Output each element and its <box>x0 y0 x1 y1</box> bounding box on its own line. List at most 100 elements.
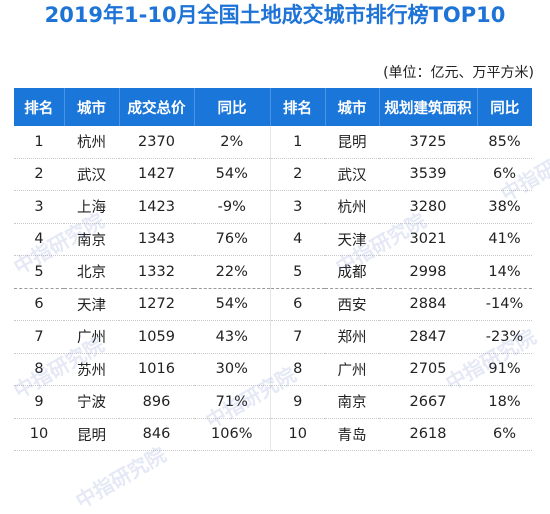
cell-city-area: 昆明 <box>325 126 379 159</box>
cell-city-area: 天津 <box>325 223 379 256</box>
header-rank-area: 排名 <box>269 88 325 126</box>
cell-rank: 7 <box>14 320 64 354</box>
cell-rank: 3 <box>14 190 64 224</box>
cell-city: 南京 <box>64 223 119 256</box>
cell-rank: 10 <box>14 418 64 451</box>
cell-yoy-area: 91% <box>477 353 532 386</box>
cell-yoy: 30% <box>194 353 271 386</box>
cell-yoy: -9% <box>194 190 271 224</box>
cell-rank-area: 2 <box>270 158 325 191</box>
cell-city: 苏州 <box>64 353 119 386</box>
cell-city-area: 西安 <box>325 288 379 321</box>
cell-yoy-area: 38% <box>477 190 532 224</box>
cell-planned-area: 2667 <box>379 385 477 419</box>
cell-rank: 8 <box>14 353 64 386</box>
unit-note: (单位：亿元、万平方米) <box>383 65 534 81</box>
ranking-table: 排名 城市 成交总价 同比 排名 城市 规划建筑面积 同比 1 杭州 2370 2% 1… <box>14 88 532 451</box>
cell-total-price: 1059 <box>119 320 194 354</box>
cell-total-price: 1332 <box>119 255 194 289</box>
cell-planned-area: 3725 <box>379 126 477 159</box>
cell-city-area: 杭州 <box>325 190 379 224</box>
cell-rank: 9 <box>14 385 64 419</box>
cell-city: 昆明 <box>64 418 119 451</box>
cell-yoy: 106% <box>194 418 271 451</box>
cell-city: 杭州 <box>64 126 119 159</box>
cell-yoy: 43% <box>194 320 271 354</box>
cell-yoy-area: 18% <box>477 385 532 419</box>
table-row: 1 杭州 2370 2% 1 昆明 3725 85% <box>14 126 532 159</box>
cell-rank: 5 <box>14 255 64 289</box>
cell-city-area: 武汉 <box>325 158 379 191</box>
cell-city-area: 南京 <box>325 385 379 419</box>
cell-rank-area: 6 <box>270 288 325 321</box>
table-row: 7 广州 1059 43% 7 郑州 2847 -23% <box>14 320 532 354</box>
cell-total-price: 846 <box>119 418 194 451</box>
table-row: 10 昆明 846 106% 10 青岛 2618 6% <box>14 418 532 451</box>
cell-rank: 6 <box>14 288 64 321</box>
cell-total-price: 1016 <box>119 353 194 386</box>
cell-yoy-area: 85% <box>477 126 532 159</box>
cell-city: 宁波 <box>64 385 119 419</box>
cell-rank-area: 10 <box>270 418 325 451</box>
header-city: 城市 <box>63 88 119 126</box>
cell-planned-area: 2847 <box>379 320 477 354</box>
cell-rank: 2 <box>14 158 64 191</box>
cell-planned-area: 2884 <box>379 288 477 321</box>
cell-yoy: 54% <box>194 158 271 191</box>
cell-city: 广州 <box>64 320 119 354</box>
cell-yoy-area: 6% <box>477 418 532 451</box>
cell-rank-area: 4 <box>270 223 325 256</box>
cell-city: 武汉 <box>64 158 119 191</box>
cell-yoy: 54% <box>194 288 271 321</box>
cell-planned-area: 2618 <box>379 418 477 451</box>
header-city-area: 城市 <box>324 88 379 126</box>
header-total-price: 成交总价 <box>118 88 194 126</box>
cell-rank-area: 8 <box>270 353 325 386</box>
cell-total-price: 1427 <box>119 158 194 191</box>
cell-city-area: 广州 <box>325 353 379 386</box>
cell-rank: 4 <box>14 223 64 256</box>
table-row: 6 天津 1272 54% 6 西安 2884 -14% <box>14 288 532 321</box>
cell-city: 上海 <box>64 190 119 224</box>
cell-planned-area: 3539 <box>379 158 477 191</box>
cell-rank-area: 3 <box>270 190 325 224</box>
table-row: 3 上海 1423 -9% 3 杭州 3280 38% <box>14 190 532 224</box>
page-title: 2019年1-10月全国土地成交城市排行榜TOP10 <box>44 3 506 27</box>
cell-total-price: 896 <box>119 385 194 419</box>
cell-rank-area: 9 <box>270 385 325 419</box>
cell-yoy: 76% <box>194 223 271 256</box>
cell-yoy: 2% <box>194 126 271 159</box>
table-row: 8 苏州 1016 30% 8 广州 2705 91% <box>14 353 532 386</box>
cell-yoy-area: -23% <box>477 320 532 354</box>
header-planned-area: 规划建筑面积 <box>378 88 477 126</box>
cell-planned-area: 2998 <box>379 255 477 289</box>
cell-yoy: 22% <box>194 255 271 289</box>
cell-rank: 1 <box>14 126 64 159</box>
cell-total-price: 2370 <box>119 126 194 159</box>
cell-city-area: 青岛 <box>325 418 379 451</box>
cell-rank-area: 7 <box>270 320 325 354</box>
cell-total-price: 1423 <box>119 190 194 224</box>
table-row: 2 武汉 1427 54% 2 武汉 3539 6% <box>14 158 532 191</box>
cell-yoy-area: 41% <box>477 223 532 256</box>
header-yoy: 同比 <box>193 88 270 126</box>
cell-rank-area: 5 <box>270 255 325 289</box>
cell-yoy-area: -14% <box>477 288 532 321</box>
table-row: 5 北京 1332 22% 5 成都 2998 14% <box>14 255 532 289</box>
cell-city-area: 郑州 <box>325 320 379 354</box>
cell-city: 天津 <box>64 288 119 321</box>
table-header-row: 排名 城市 成交总价 同比 排名 城市 规划建筑面积 同比 <box>14 88 532 126</box>
cell-city: 北京 <box>64 255 119 289</box>
cell-total-price: 1272 <box>119 288 194 321</box>
header-rank: 排名 <box>14 88 64 126</box>
cell-total-price: 1343 <box>119 223 194 256</box>
table-row: 9 宁波 896 71% 9 南京 2667 18% <box>14 385 532 419</box>
header-yoy-area: 同比 <box>476 88 532 126</box>
table-row: 4 南京 1343 76% 4 天津 3021 41% <box>14 223 532 256</box>
cell-rank-area: 1 <box>270 126 325 159</box>
cell-yoy-area: 6% <box>477 158 532 191</box>
cell-yoy-area: 14% <box>477 255 532 289</box>
cell-planned-area: 2705 <box>379 353 477 386</box>
cell-city-area: 成都 <box>325 255 379 289</box>
cell-yoy: 71% <box>194 385 271 419</box>
